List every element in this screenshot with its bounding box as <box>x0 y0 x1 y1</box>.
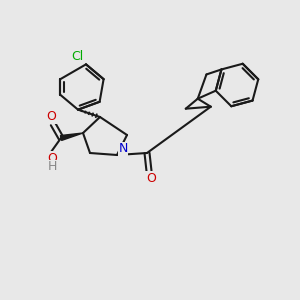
Text: Cl: Cl <box>71 50 83 63</box>
Text: O: O <box>47 152 57 164</box>
Polygon shape <box>60 133 83 140</box>
Text: O: O <box>146 172 156 184</box>
Text: H: H <box>47 160 57 173</box>
Text: O: O <box>46 110 56 124</box>
Text: N: N <box>118 142 128 155</box>
